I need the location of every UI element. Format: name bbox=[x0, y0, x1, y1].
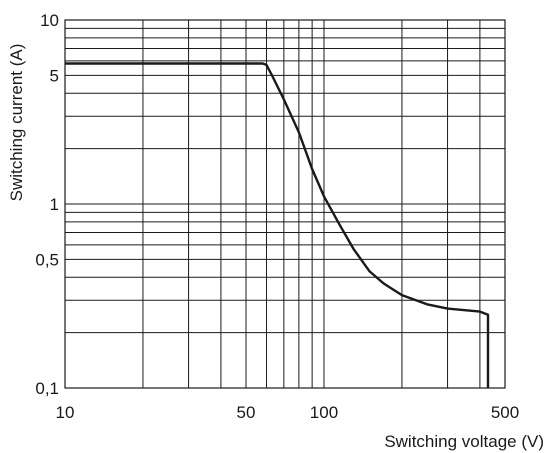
load-limit-curve-group bbox=[65, 62, 490, 388]
x-tick-label: 50 bbox=[237, 403, 256, 422]
plot-frame bbox=[64, 19, 506, 389]
y-tick-label: 1 bbox=[50, 195, 59, 214]
y-tick-label: 5 bbox=[50, 66, 59, 85]
x-tick-label: 10 bbox=[56, 403, 75, 422]
x-tick-labels: 10 50 100 500 bbox=[56, 403, 520, 422]
x-tick-label: 100 bbox=[310, 403, 338, 422]
grid bbox=[64, 19, 506, 389]
y-tick-labels: 0,1 0,5 1 5 10 bbox=[35, 11, 59, 398]
y-tick-label: 0,1 bbox=[35, 379, 59, 398]
x-axis-label: Switching voltage (V) bbox=[384, 432, 544, 451]
y-axis-label: Switching current (A) bbox=[7, 44, 26, 202]
x-tick-label: 500 bbox=[491, 403, 519, 422]
load-limit-curve bbox=[65, 62, 490, 388]
y-tick-label: 0,5 bbox=[35, 250, 59, 269]
y-tick-label: 10 bbox=[40, 11, 59, 30]
